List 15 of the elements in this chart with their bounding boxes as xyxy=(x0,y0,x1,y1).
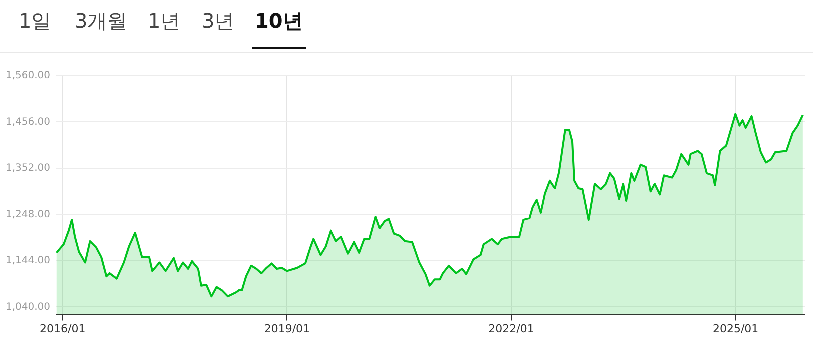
y-tick-label: 1,144.00 xyxy=(6,256,51,267)
text: 3개월 xyxy=(74,8,129,35)
y-tick-label: 1,560.00 xyxy=(6,70,51,82)
x-tick-label: 2022/01 xyxy=(488,322,534,336)
x-tick-label: 2016/01 xyxy=(40,322,86,336)
text: 1년 xyxy=(147,8,182,35)
text: 3년 xyxy=(201,8,236,35)
x-tick-label: 2019/01 xyxy=(264,322,310,336)
text: 1일 xyxy=(18,8,53,35)
text: 10년 xyxy=(252,8,306,49)
y-tick-label: 1,040.00 xyxy=(6,302,51,313)
x-tick-label: 2025/01 xyxy=(712,322,759,336)
y-tick-label: 1,352.00 xyxy=(6,163,51,174)
y-tick-label: 1,456.00 xyxy=(6,116,51,128)
y-tick-label: 1,248.00 xyxy=(6,209,51,220)
